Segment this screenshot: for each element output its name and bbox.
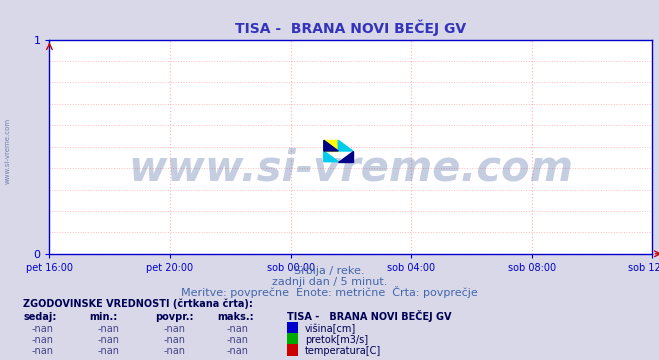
Text: -nan: -nan [98,324,120,334]
Text: zadnji dan / 5 minut.: zadnji dan / 5 minut. [272,277,387,287]
Polygon shape [324,140,338,151]
Text: www.si-vreme.com: www.si-vreme.com [5,118,11,184]
Text: ZGODOVINSKE VREDNOSTI (črtkana črta):: ZGODOVINSKE VREDNOSTI (črtkana črta): [23,298,253,309]
Text: Meritve: povprečne  Enote: metrične  Črta: povprečje: Meritve: povprečne Enote: metrične Črta:… [181,286,478,298]
Text: povpr.:: povpr.: [155,312,193,322]
Text: TISA -   BRANA NOVI BEČEJ GV: TISA - BRANA NOVI BEČEJ GV [287,310,451,322]
Text: sedaj:: sedaj: [23,312,57,322]
Text: -nan: -nan [32,324,54,334]
Text: -nan: -nan [32,335,54,345]
Text: www.si-vreme.com: www.si-vreme.com [129,147,573,189]
Title: TISA -  BRANA NOVI BEČEJ GV: TISA - BRANA NOVI BEČEJ GV [235,19,467,36]
Text: -nan: -nan [98,335,120,345]
Text: -nan: -nan [32,346,54,356]
Text: -nan: -nan [226,335,248,345]
Text: -nan: -nan [226,346,248,356]
Text: višina[cm]: višina[cm] [305,324,357,334]
Text: pretok[m3/s]: pretok[m3/s] [305,335,368,345]
Text: -nan: -nan [163,346,186,356]
Text: -nan: -nan [226,324,248,334]
Polygon shape [338,140,353,151]
Polygon shape [324,151,338,162]
Text: -nan: -nan [163,324,186,334]
Text: -nan: -nan [98,346,120,356]
Text: maks.:: maks.: [217,312,254,322]
Text: Srbija / reke.: Srbija / reke. [295,266,364,276]
Bar [324,140,338,151]
Text: temperatura[C]: temperatura[C] [305,346,382,356]
Text: -nan: -nan [163,335,186,345]
Polygon shape [338,151,353,162]
Text: min.:: min.: [89,312,117,322]
